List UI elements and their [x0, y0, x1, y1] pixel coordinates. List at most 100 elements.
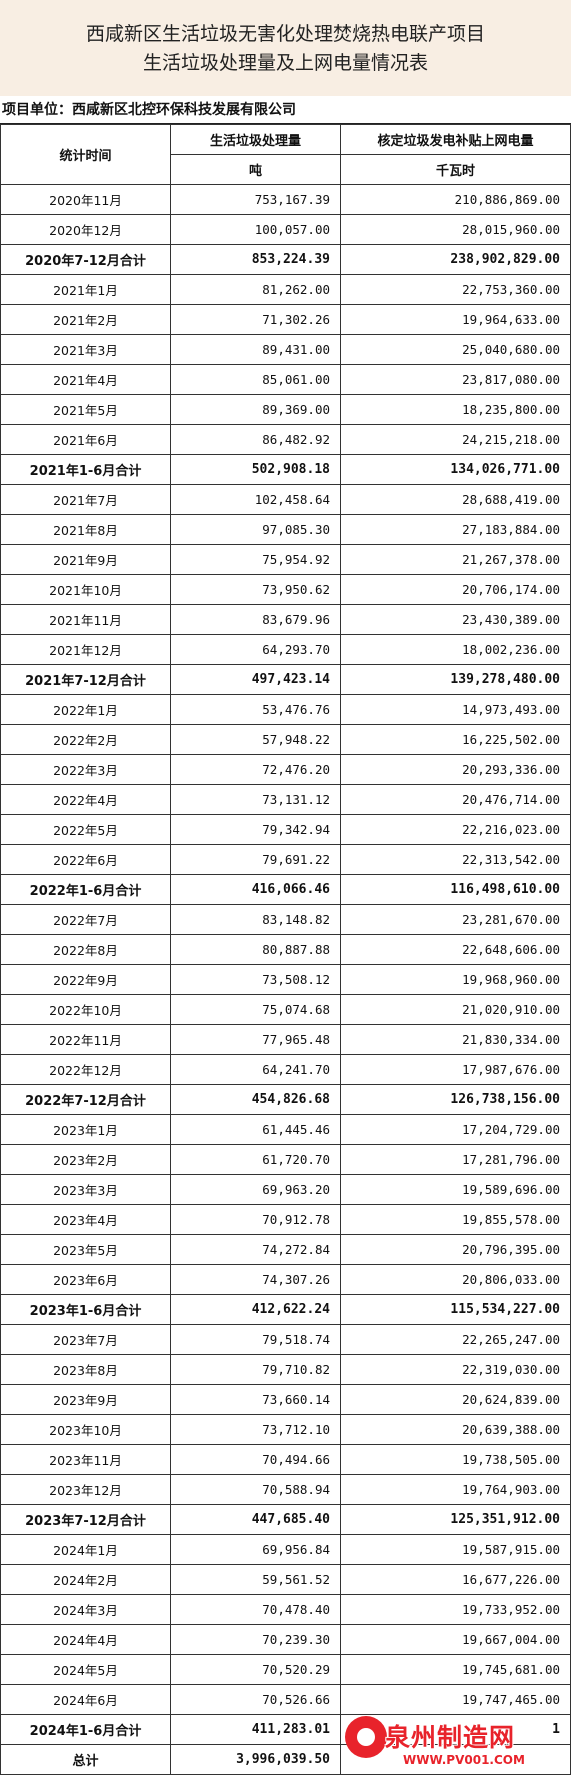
period-cell: 2021年6月: [0, 424, 171, 455]
period-cell: 2023年1-6月合计: [0, 1294, 171, 1325]
table-row: 2023年1-6月合计 412,622.24 115,534,227.00: [0, 1294, 571, 1325]
table-row: 2021年2月 71,302.26 19,964,633.00: [0, 304, 571, 335]
waste-cell: 61,445.46: [170, 1114, 341, 1145]
waste-cell: 79,518.74: [170, 1324, 341, 1355]
table-row: 2023年7月 79,518.74 22,265,247.00: [0, 1324, 571, 1355]
power-cell: 20,806,033.00: [340, 1264, 571, 1295]
table-row: 2023年2月 61,720.70 17,281,796.00: [0, 1144, 571, 1175]
waste-cell: 61,720.70: [170, 1144, 341, 1175]
period-cell: 2021年2月: [0, 304, 171, 335]
header-waste-unit: 吨: [170, 154, 341, 185]
period-cell: 2022年12月: [0, 1054, 171, 1085]
waste-cell: 75,954.92: [170, 544, 341, 575]
period-cell: 2021年4月: [0, 364, 171, 395]
watermark: 泉州制造网 WWW.PV001.COM: [337, 1712, 571, 1776]
power-cell: 28,015,960.00: [340, 214, 571, 245]
period-cell: 2022年4月: [0, 784, 171, 815]
period-cell: 2021年7-12月合计: [0, 664, 171, 695]
waste-cell: 53,476.76: [170, 694, 341, 725]
waste-cell: 86,482.92: [170, 424, 341, 455]
table-row: 2022年10月 75,074.68 21,020,910.00: [0, 994, 571, 1025]
power-cell: 14,973,493.00: [340, 694, 571, 725]
period-cell: 2023年11月: [0, 1444, 171, 1475]
period-cell: 2023年5月: [0, 1234, 171, 1265]
table-row: 2023年5月 74,272.84 20,796,395.00: [0, 1234, 571, 1265]
power-cell: 238,902,829.00: [340, 244, 571, 275]
watermark-logo-icon: [345, 1716, 387, 1758]
table-row: 2023年11月 70,494.66 19,738,505.00: [0, 1444, 571, 1475]
table-row: 2024年2月 59,561.52 16,677,226.00: [0, 1564, 571, 1595]
power-cell: 23,281,670.00: [340, 904, 571, 935]
period-cell: 2023年7月: [0, 1324, 171, 1355]
table-row: 2021年7-12月合计 497,423.14 139,278,480.00: [0, 664, 571, 695]
table-row: 2024年6月 70,526.66 19,747,465.00: [0, 1684, 571, 1715]
period-cell: 2022年2月: [0, 724, 171, 755]
period-cell: 2024年4月: [0, 1624, 171, 1655]
power-cell: 19,855,578.00: [340, 1204, 571, 1235]
table-row: 2022年1-6月合计 416,066.46 116,498,610.00: [0, 874, 571, 905]
power-cell: 20,624,839.00: [340, 1384, 571, 1415]
table-row: 2022年5月 79,342.94 22,216,023.00: [0, 814, 571, 845]
table-row: 2023年10月 73,712.10 20,639,388.00: [0, 1414, 571, 1445]
power-cell: 23,430,389.00: [340, 604, 571, 635]
waste-cell: 73,950.62: [170, 574, 341, 605]
table-row: 2023年9月 73,660.14 20,624,839.00: [0, 1384, 571, 1415]
project-unit-line: 项目单位：西咸新区北控环保科技发展有限公司: [0, 96, 571, 124]
waste-cell: 77,965.48: [170, 1024, 341, 1055]
power-cell: 20,293,336.00: [340, 754, 571, 785]
period-cell: 2021年10月: [0, 574, 171, 605]
power-cell: 16,225,502.00: [340, 724, 571, 755]
report-title-line1: 西咸新区生活垃圾无害化处理焚烧热电联产项目: [85, 23, 485, 45]
waste-cell: 79,710.82: [170, 1354, 341, 1385]
table-row: 2022年2月 57,948.22 16,225,502.00: [0, 724, 571, 755]
header-power-unit: 千瓦时: [340, 154, 571, 185]
power-cell: 17,204,729.00: [340, 1114, 571, 1145]
table-row: 2021年8月 97,085.30 27,183,884.00: [0, 514, 571, 545]
waste-cell: 89,431.00: [170, 334, 341, 365]
period-cell: 2024年6月: [0, 1684, 171, 1715]
table-row: 2023年4月 70,912.78 19,855,578.00: [0, 1204, 571, 1235]
power-cell: 115,534,227.00: [340, 1294, 571, 1325]
waste-cell: 75,074.68: [170, 994, 341, 1025]
table-row: 2021年10月 73,950.62 20,706,174.00: [0, 574, 571, 605]
table-row: 2021年4月 85,061.00 23,817,080.00: [0, 364, 571, 395]
period-cell: 2023年2月: [0, 1144, 171, 1175]
period-cell: 2021年1月: [0, 274, 171, 305]
power-cell: 19,964,633.00: [340, 304, 571, 335]
waste-cell: 83,148.82: [170, 904, 341, 935]
waste-cell: 454,826.68: [170, 1084, 341, 1115]
power-cell: 19,587,915.00: [340, 1534, 571, 1565]
waste-cell: 100,057.00: [170, 214, 341, 245]
waste-cell: 102,458.64: [170, 484, 341, 515]
table-row: 2022年3月 72,476.20 20,293,336.00: [0, 754, 571, 785]
table-row: 2022年6月 79,691.22 22,313,542.00: [0, 844, 571, 875]
table-row: 2021年1月 81,262.00 22,753,360.00: [0, 274, 571, 305]
period-cell: 2022年1月: [0, 694, 171, 725]
table-row: 2024年3月 70,478.40 19,733,952.00: [0, 1594, 571, 1625]
table-row: 2022年4月 73,131.12 20,476,714.00: [0, 784, 571, 815]
power-cell: 20,796,395.00: [340, 1234, 571, 1265]
waste-cell: 64,293.70: [170, 634, 341, 665]
table-row: 2023年1月 61,445.46 17,204,729.00: [0, 1114, 571, 1145]
table-row: 2024年4月 70,239.30 19,667,004.00: [0, 1624, 571, 1655]
power-cell: 22,313,542.00: [340, 844, 571, 875]
waste-cell: 74,307.26: [170, 1264, 341, 1295]
power-cell: 134,026,771.00: [340, 454, 571, 485]
waste-cell: 97,085.30: [170, 514, 341, 545]
period-cell: 2024年5月: [0, 1654, 171, 1685]
waste-cell: 3,996,039.50: [170, 1744, 341, 1775]
power-cell: 22,265,247.00: [340, 1324, 571, 1355]
power-cell: 16,677,226.00: [340, 1564, 571, 1595]
power-cell: 19,968,960.00: [340, 964, 571, 995]
power-cell: 25,040,680.00: [340, 334, 571, 365]
table-row: 2024年1月 69,956.84 19,587,915.00: [0, 1534, 571, 1565]
period-cell: 2023年4月: [0, 1204, 171, 1235]
period-cell: 2020年12月: [0, 214, 171, 245]
table-row: 2024年5月 70,520.29 19,745,681.00: [0, 1654, 571, 1685]
period-cell: 2021年11月: [0, 604, 171, 635]
power-cell: 19,747,465.00: [340, 1684, 571, 1715]
period-cell: 2023年9月: [0, 1384, 171, 1415]
waste-cell: 81,262.00: [170, 274, 341, 305]
period-cell: 2022年6月: [0, 844, 171, 875]
waste-cell: 57,948.22: [170, 724, 341, 755]
